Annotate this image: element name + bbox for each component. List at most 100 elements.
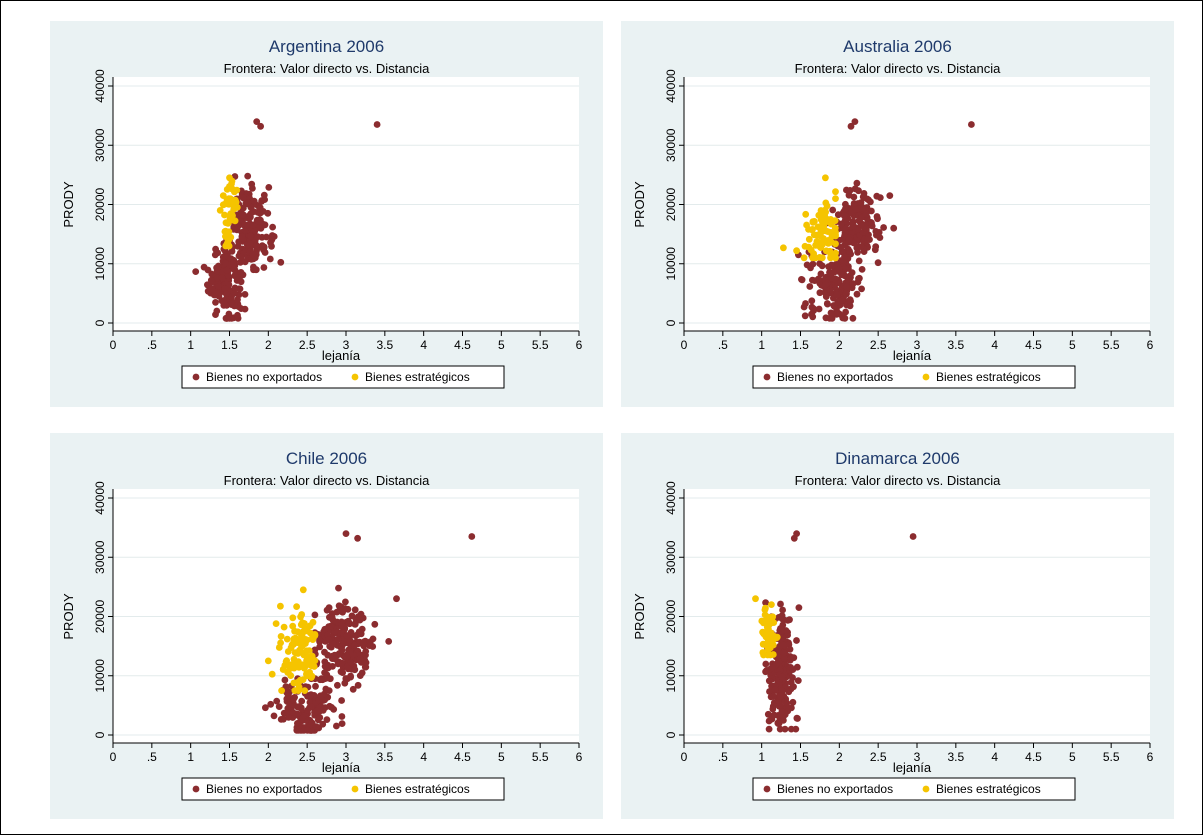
data-point — [777, 692, 784, 700]
y-tick-label: 40000 — [93, 69, 107, 103]
data-point — [329, 640, 337, 648]
data-point — [323, 716, 331, 723]
data-point — [768, 601, 775, 608]
data-point — [221, 211, 228, 219]
data-point — [234, 296, 241, 303]
data-point — [338, 720, 346, 727]
data-point — [228, 298, 235, 306]
legend-marker — [922, 785, 930, 793]
data-point — [278, 687, 285, 694]
data-point — [752, 595, 759, 603]
data-point — [321, 658, 329, 666]
data-point — [287, 672, 295, 679]
data-point — [846, 187, 854, 194]
data-point — [338, 646, 346, 654]
data-point — [857, 243, 865, 251]
legend-box — [752, 365, 1076, 389]
data-point — [220, 298, 228, 306]
data-point — [762, 668, 769, 676]
data-point — [222, 219, 230, 227]
legend-marker — [763, 785, 771, 793]
y-tick-label: 40000 — [664, 69, 678, 103]
data-point — [241, 291, 249, 298]
data-point — [343, 632, 351, 640]
legend-marker — [351, 373, 359, 381]
data-point — [766, 634, 774, 642]
chart-subtitle: Frontera: Valor directo vs. Distancia — [224, 61, 430, 76]
data-point — [295, 687, 302, 694]
data-point — [858, 285, 865, 293]
y-axis-label: PRODY — [61, 593, 76, 640]
data-point — [344, 675, 351, 683]
data-point — [762, 660, 770, 668]
legend-label: Bienes estratégicos — [365, 370, 470, 384]
data-point — [237, 278, 245, 286]
data-point — [311, 611, 319, 619]
data-point — [333, 722, 340, 730]
data-point — [321, 625, 329, 633]
data-point — [841, 232, 848, 240]
data-point — [289, 664, 296, 672]
data-point — [827, 270, 835, 278]
data-point — [218, 274, 226, 282]
data-point — [800, 254, 808, 262]
legend-box — [181, 777, 505, 801]
x-tick-label: 3 — [343, 750, 350, 764]
data-point — [345, 619, 353, 627]
data-point — [763, 627, 771, 634]
data-point — [774, 720, 782, 727]
data-point — [208, 285, 216, 293]
x-tick-label: 1 — [187, 750, 194, 764]
data-point — [816, 260, 824, 267]
data-point — [275, 703, 283, 710]
x-tick-label: 1.5 — [221, 750, 238, 764]
scatter-chart: Chile 2006 Frontera: Valor directo vs. Di… — [61, 449, 583, 801]
data-point — [790, 654, 798, 662]
data-point — [268, 242, 275, 250]
data-point — [778, 673, 786, 681]
data-point — [316, 714, 324, 721]
data-point — [822, 281, 829, 288]
data-point — [282, 683, 290, 691]
data-point — [304, 655, 311, 663]
data-point — [771, 686, 779, 693]
data-point — [294, 710, 302, 718]
chart-panel-argentina: Argentina 2006 Frontera: Valor directo vs… — [50, 21, 603, 407]
data-point — [855, 257, 863, 265]
x-axis-label: lejanía — [893, 348, 932, 363]
data-point — [876, 194, 884, 202]
x-tick-label: 5.5 — [532, 338, 549, 352]
y-tick-label: 20000 — [664, 187, 678, 221]
data-point — [281, 676, 289, 684]
data-point — [295, 678, 303, 686]
data-point — [853, 290, 861, 298]
data-point — [334, 636, 342, 644]
data-point — [775, 703, 783, 710]
data-point — [872, 243, 880, 251]
data-point — [307, 692, 315, 699]
data-point — [822, 199, 830, 207]
data-point — [298, 633, 305, 641]
chart-subtitle: Frontera: Valor directo vs. Distancia — [795, 473, 1001, 488]
data-points — [192, 118, 381, 322]
data-point — [298, 697, 306, 705]
data-point — [295, 703, 303, 711]
data-point — [793, 247, 800, 255]
data-point — [827, 254, 834, 262]
data-point — [787, 664, 795, 671]
x-tick-label: 2 — [836, 750, 843, 764]
legend-marker — [192, 373, 200, 381]
y-axis-label: PRODY — [61, 181, 76, 228]
x-tick-label: 0 — [110, 338, 117, 352]
data-point — [344, 605, 352, 613]
data-point — [832, 232, 839, 240]
data-point — [244, 172, 252, 180]
y-tick-label: 10000 — [664, 247, 678, 281]
data-point — [838, 220, 845, 228]
y-tick-label: 0 — [93, 731, 107, 738]
data-point — [807, 246, 815, 254]
data-point — [255, 218, 263, 225]
data-point — [362, 651, 369, 659]
data-point — [241, 227, 249, 235]
x-tick-label: 4.5 — [454, 338, 471, 352]
